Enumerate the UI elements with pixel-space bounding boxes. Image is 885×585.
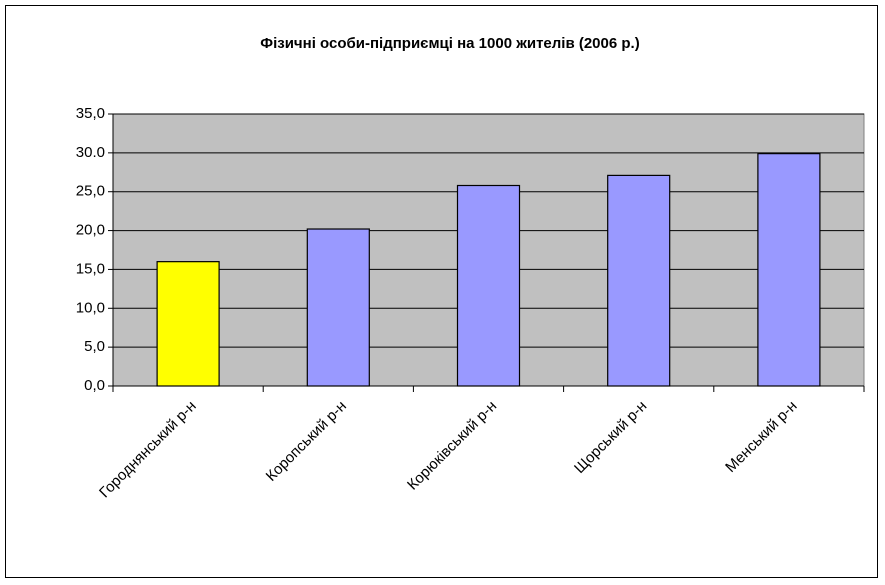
bar	[306, 228, 370, 387]
bar	[456, 184, 521, 387]
bar	[757, 153, 821, 387]
y-tick-label: 15,0	[76, 260, 105, 277]
y-tick-label: 25,0	[76, 183, 105, 200]
y-tick-label: 20,0	[76, 222, 105, 239]
bar	[607, 174, 671, 387]
y-tick-label: 35,0	[76, 105, 105, 122]
bar	[156, 261, 220, 387]
y-tick-label: 5,0	[84, 338, 105, 355]
chart-title: Фізичні особи-підприємці на 1000 жителів…	[260, 35, 639, 52]
y-tick-label: 0,0	[84, 377, 105, 394]
y-tick-label: 30.0	[76, 144, 105, 161]
y-tick-label: 10,0	[76, 299, 105, 316]
